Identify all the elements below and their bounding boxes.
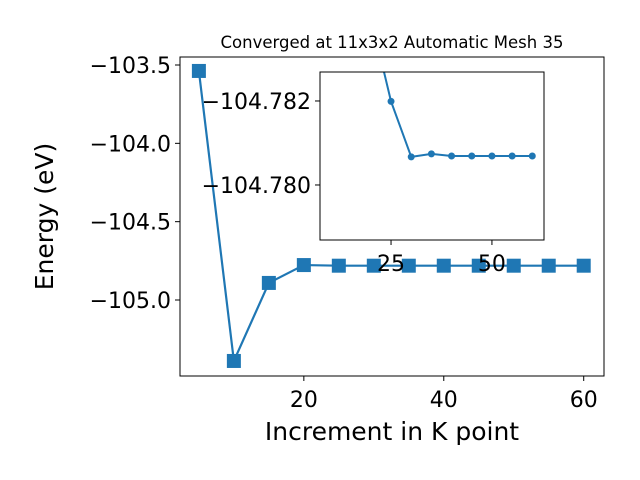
- chart-title: Converged at 11x3x2 Automatic Mesh 35: [221, 33, 564, 52]
- marker: [401, 258, 416, 273]
- marker: [296, 258, 311, 273]
- marker: [488, 152, 496, 160]
- y-tick-label: −104.0: [90, 132, 171, 157]
- x-tick-label: 50: [478, 252, 506, 277]
- marker: [528, 152, 536, 160]
- y-tick-label: −103.5: [90, 54, 171, 79]
- y-tick-label: −104.780: [202, 174, 311, 199]
- marker: [261, 275, 276, 290]
- axes-frame: [179, 56, 605, 377]
- x-axis-label: Increment in K point: [265, 417, 519, 446]
- y-tick-label: −104.782: [202, 90, 311, 115]
- x-tick-label: 60: [570, 388, 598, 413]
- x-tick-label: 20: [290, 388, 318, 413]
- x-tick-label: 25: [377, 252, 405, 277]
- marker: [191, 63, 206, 78]
- y-tick-label: −105.0: [90, 289, 171, 314]
- x-tick-label: 40: [430, 388, 458, 413]
- marker: [448, 152, 456, 160]
- y-axis-label: Energy (eV): [30, 143, 59, 290]
- marker: [576, 258, 591, 273]
- axes: 25 50 −104.782 −104.780: [202, 71, 545, 277]
- marker: [387, 97, 395, 105]
- axes-frame: [319, 71, 545, 241]
- marker: [226, 353, 241, 368]
- plot-area: [382, 72, 536, 161]
- plot-area: [191, 63, 591, 368]
- marker: [471, 258, 486, 273]
- marker: [427, 150, 435, 158]
- marker: [407, 153, 415, 161]
- y-tick-label: −104.5: [90, 211, 171, 236]
- marker: [541, 258, 556, 273]
- marker: [366, 258, 381, 273]
- marker: [331, 258, 346, 273]
- marker: [508, 152, 516, 160]
- marker: [436, 258, 451, 273]
- marker: [468, 152, 476, 160]
- marker: [506, 258, 521, 273]
